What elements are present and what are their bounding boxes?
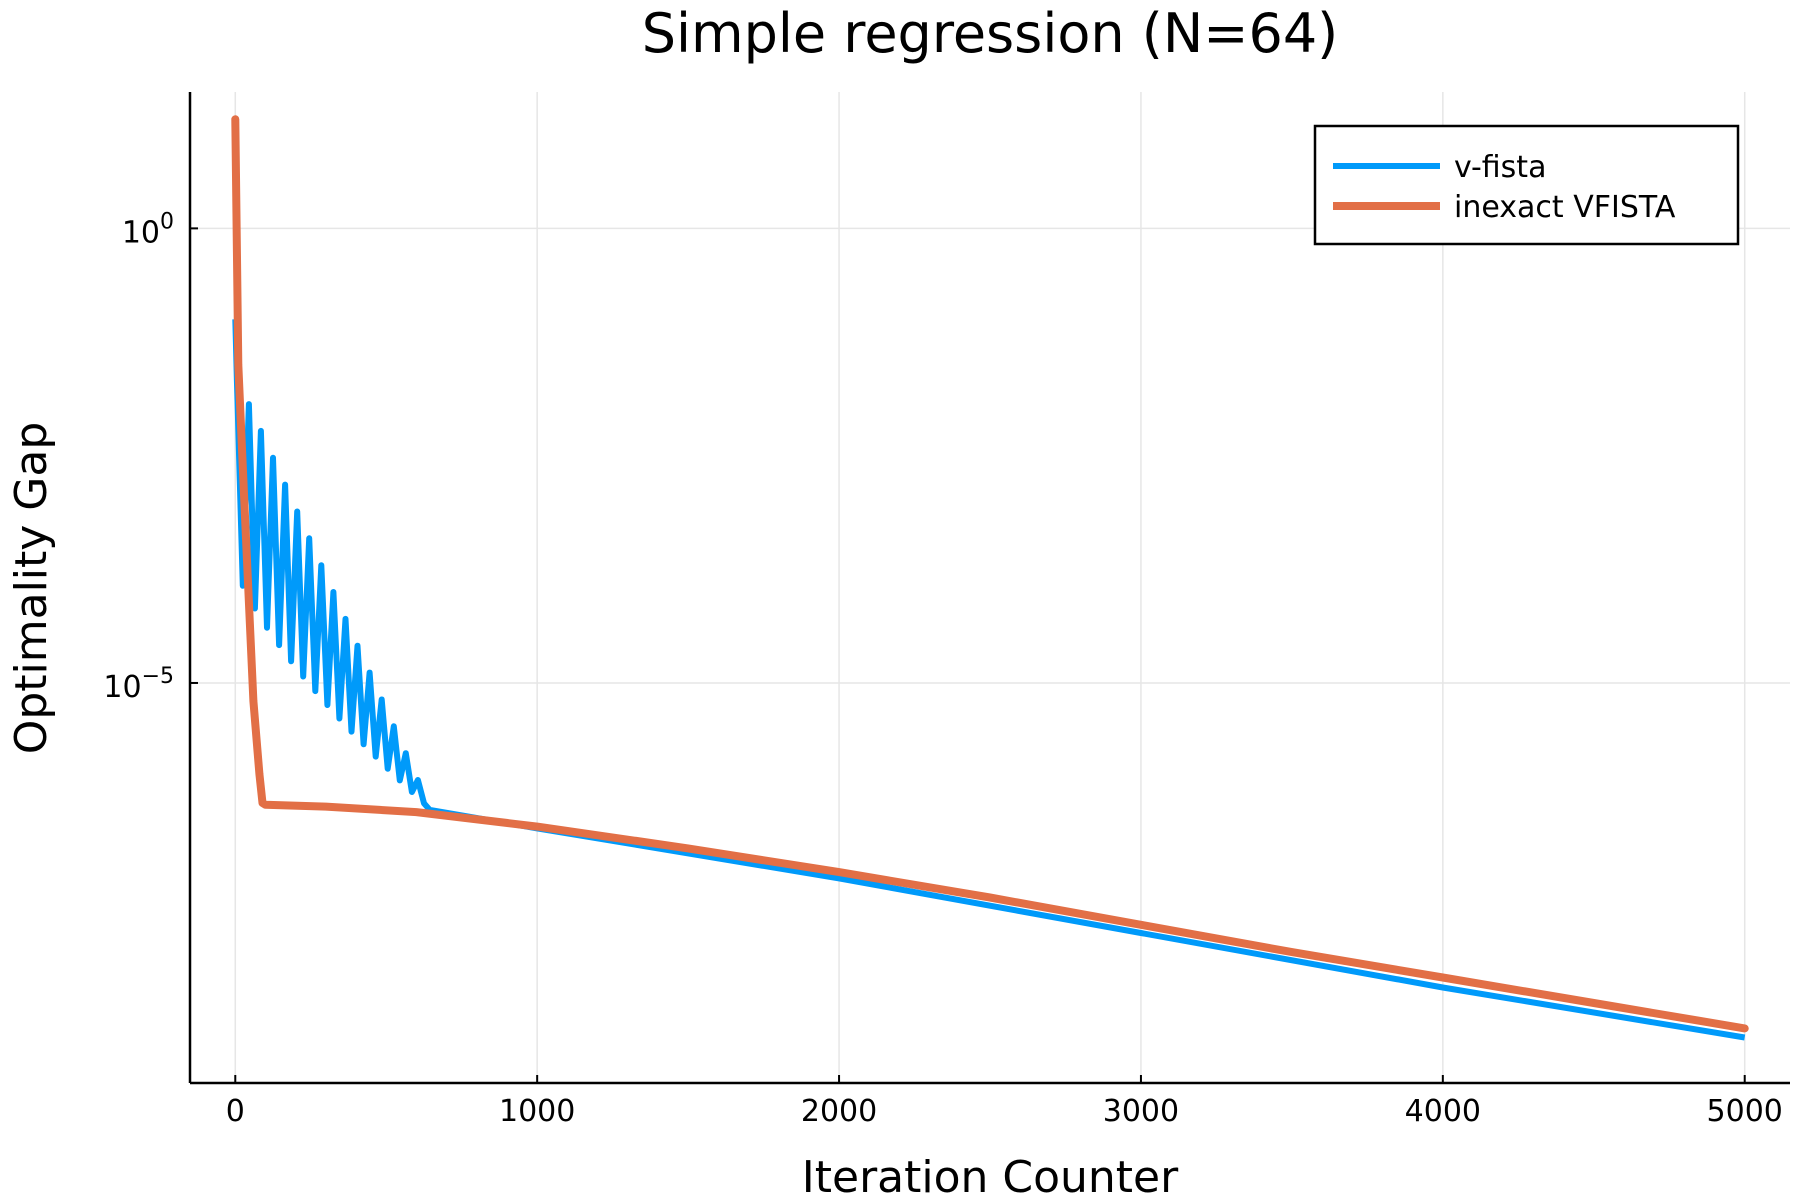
- y-tick-exponent: 0: [160, 209, 174, 234]
- x-tick-label: 0: [226, 1094, 245, 1129]
- y-tick-label: 10−5: [103, 664, 174, 705]
- y-tick-exponent: −5: [142, 664, 174, 689]
- y-tick-base: 10: [122, 215, 160, 250]
- y-tick-label: 100: [122, 209, 174, 250]
- legend-label: v-fista: [1454, 150, 1546, 185]
- x-tick-label: 1000: [499, 1094, 575, 1129]
- x-tick-label: 5000: [1707, 1094, 1783, 1129]
- x-tick-label: 3000: [1103, 1094, 1179, 1129]
- axes: [188, 92, 1790, 1085]
- x-tick-label: 4000: [1405, 1094, 1481, 1129]
- x-axis-label: Iteration Counter: [802, 1152, 1179, 1200]
- x-tick-label: 2000: [801, 1094, 877, 1129]
- legend: v-fista inexact VFISTA: [1313, 124, 1740, 246]
- y-tick-base: 10: [103, 670, 141, 705]
- series-line-inexact-vfista: [231, 115, 1749, 1033]
- legend-box: [1313, 124, 1740, 246]
- chart-title: Simple regression (N=64): [642, 2, 1339, 65]
- series-layer: [231, 115, 1749, 1041]
- grid: [190, 92, 1790, 1083]
- series-line-v-fista: [232, 319, 1746, 1041]
- legend-label: inexact VFISTA: [1454, 190, 1676, 225]
- y-axis-label: Optimality Gap: [6, 422, 57, 755]
